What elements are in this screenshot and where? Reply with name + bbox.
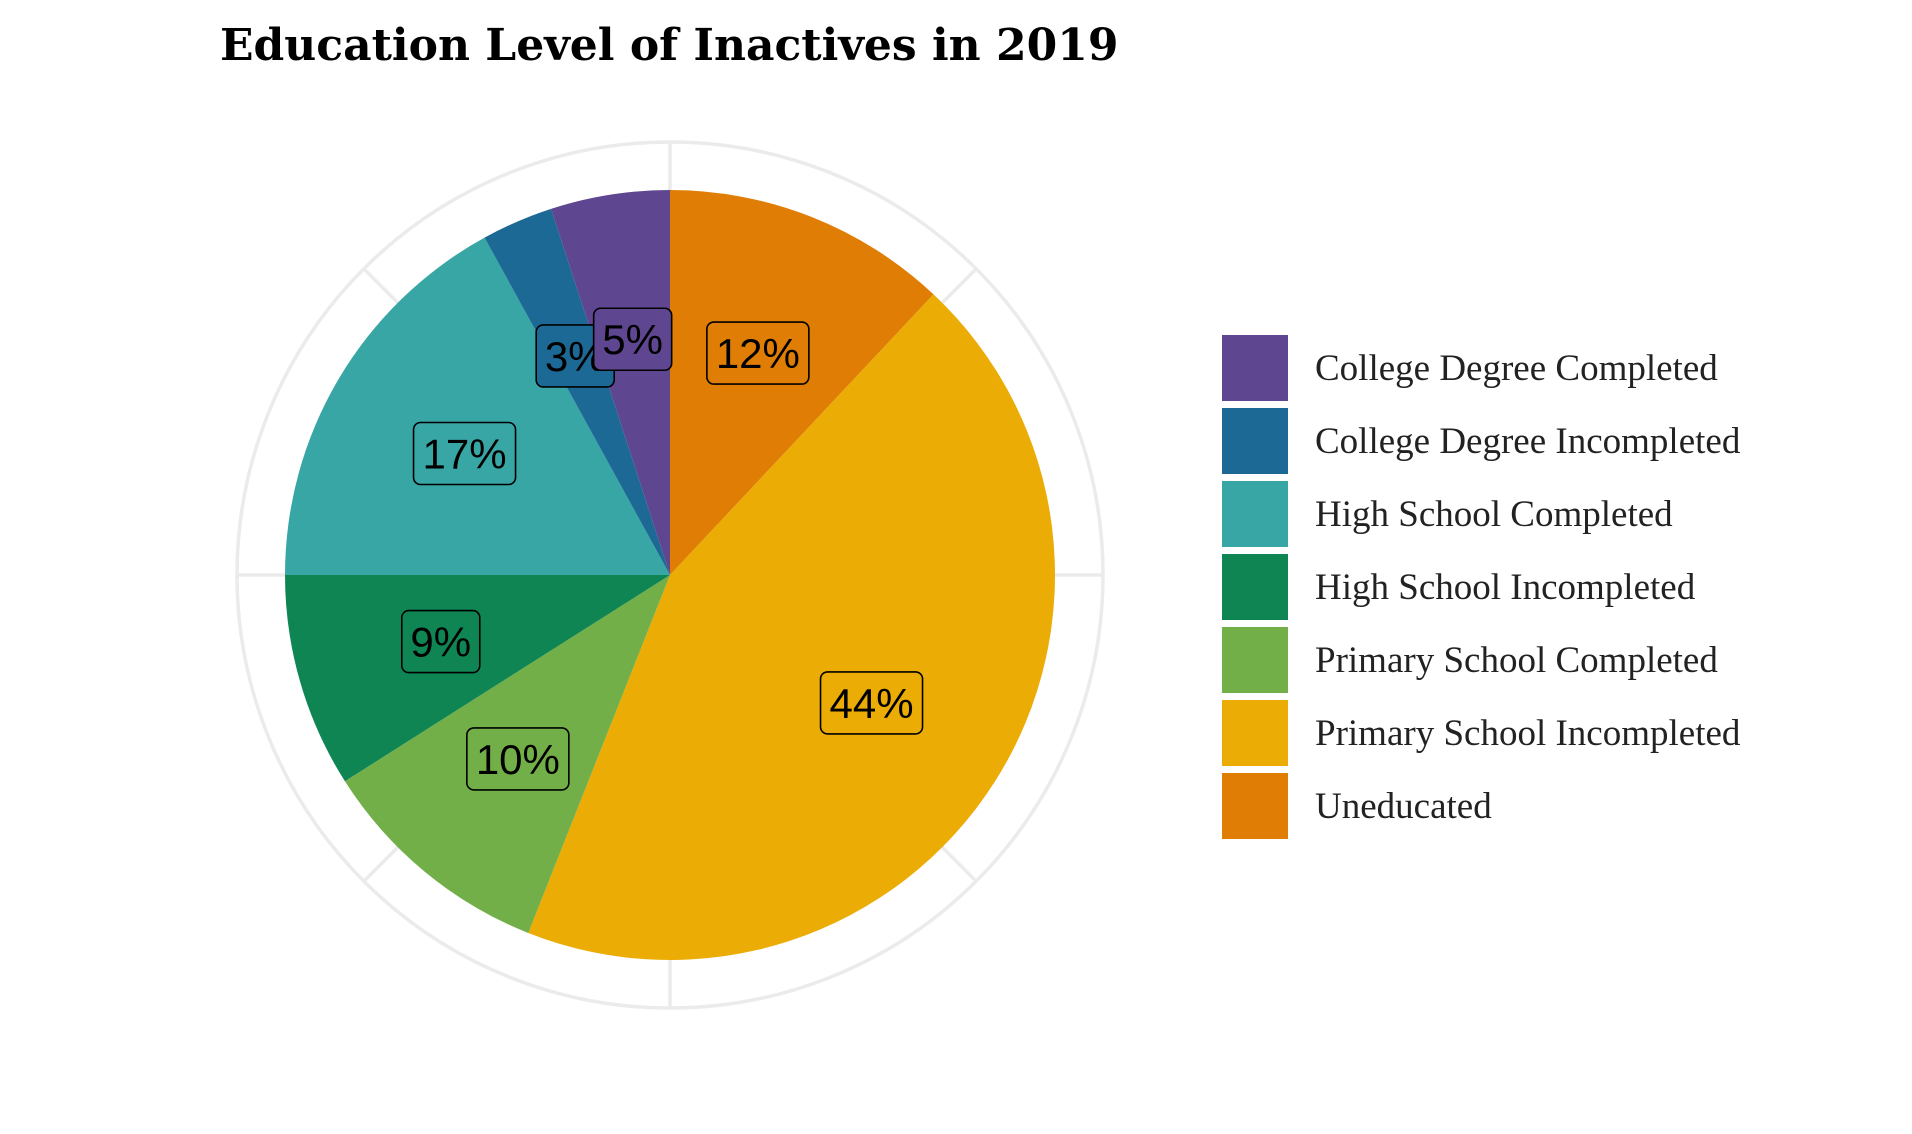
legend-label: College Degree Completed xyxy=(1315,348,1718,389)
slice-label-high-school-incompleted: 9% xyxy=(400,609,481,674)
slice-label-box xyxy=(466,727,570,791)
legend-label: High School Completed xyxy=(1315,494,1673,535)
slice-label-text: 10% xyxy=(476,736,560,783)
slice-label-text: 9% xyxy=(410,619,471,666)
pie-slice-high-school-incompleted xyxy=(285,575,670,782)
legend-swatch xyxy=(1222,554,1288,620)
slice-label-box xyxy=(592,307,673,372)
legend-item-primary-school-incompleted: Primary School Incompleted xyxy=(1222,700,1741,766)
slice-label-primary-school-incompleted: 44% xyxy=(819,671,924,735)
legend-swatch xyxy=(1222,773,1288,839)
legend-label: Primary School Incompleted xyxy=(1315,713,1741,754)
pie-slice-primary-school-incompleted xyxy=(528,294,1055,960)
legend-swatch xyxy=(1222,335,1288,401)
slice-label-box xyxy=(706,321,810,385)
legend-item-high-school-incompleted: High School Incompleted xyxy=(1222,554,1696,620)
legend-item-uneducated: Uneducated xyxy=(1222,773,1492,839)
legend-swatch xyxy=(1222,627,1288,693)
slice-label-box xyxy=(412,421,517,486)
slice-label-box xyxy=(819,671,924,735)
pie-slice-high-school-completed xyxy=(285,237,670,575)
legend-swatch xyxy=(1222,481,1288,547)
slice-labels: 12%44%10%9%17%3%5% xyxy=(400,307,924,791)
pie-slice-college-degree-incompleted xyxy=(484,208,670,575)
legend: College Degree Completed College Degree I… xyxy=(1222,335,1741,839)
slice-label-text: 12% xyxy=(716,330,800,377)
slice-label-text: 44% xyxy=(830,680,914,727)
legend-label: Primary School Completed xyxy=(1315,640,1718,681)
slice-label-text: 5% xyxy=(602,316,663,363)
legend-item-college-degree-completed: College Degree Completed xyxy=(1222,335,1718,401)
slice-label-text: 17% xyxy=(423,430,507,477)
legend-label: High School Incompleted xyxy=(1315,567,1696,608)
legend-swatch xyxy=(1222,700,1288,766)
chart-title: Education Level of Inactives in 2019 xyxy=(220,20,1118,71)
slice-label-college-degree-completed: 5% xyxy=(592,307,673,372)
slice-label-box xyxy=(400,609,481,674)
slice-label-primary-school-completed: 10% xyxy=(466,727,570,791)
legend-label: Uneducated xyxy=(1315,786,1492,827)
slice-label-high-school-completed: 17% xyxy=(412,421,517,486)
legend-item-high-school-completed: High School Completed xyxy=(1222,481,1673,547)
legend-swatch xyxy=(1222,408,1288,474)
pie-slices xyxy=(285,190,1055,960)
legend-item-college-degree-incompleted: College Degree Incompleted xyxy=(1222,408,1741,474)
legend-label: College Degree Incompleted xyxy=(1315,421,1741,462)
slice-label-uneducated: 12% xyxy=(706,321,810,385)
legend-item-primary-school-completed: Primary School Completed xyxy=(1222,627,1718,693)
